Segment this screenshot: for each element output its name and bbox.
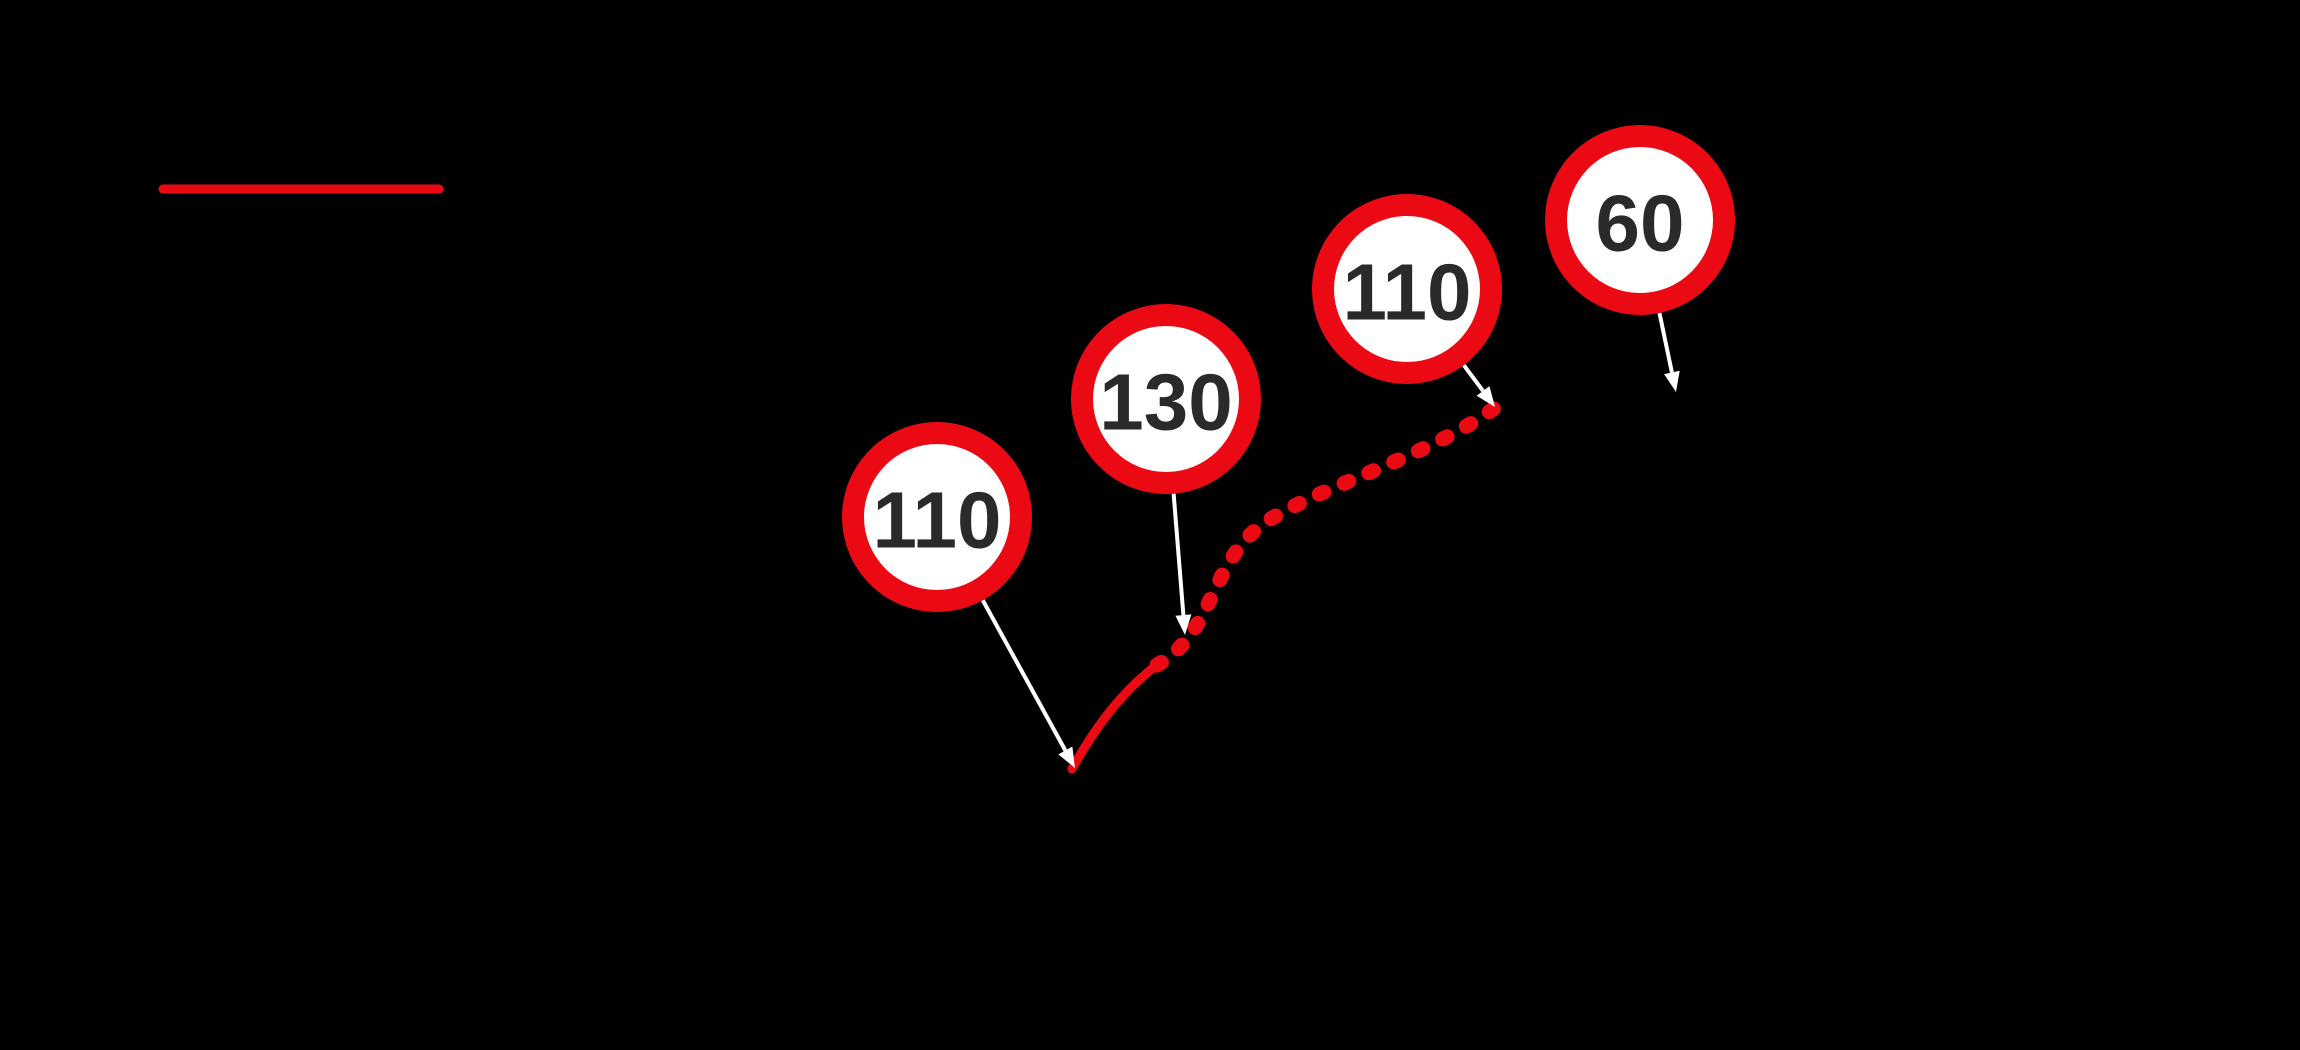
diagram-canvas: 110 130 110 60 xyxy=(0,0,2300,1050)
speed-sign-value: 110 xyxy=(1342,248,1471,337)
sign-60: 60 xyxy=(1545,125,1735,315)
sign-110-left: 110 xyxy=(842,422,1032,612)
speed-sign-value: 60 xyxy=(1596,179,1685,268)
speed-sign-value: 110 xyxy=(872,476,1001,565)
background xyxy=(0,0,2300,1050)
sign-110-right: 110 xyxy=(1312,194,1502,384)
sign-130: 130 xyxy=(1071,304,1261,494)
speed-sign-value: 130 xyxy=(1099,358,1232,447)
